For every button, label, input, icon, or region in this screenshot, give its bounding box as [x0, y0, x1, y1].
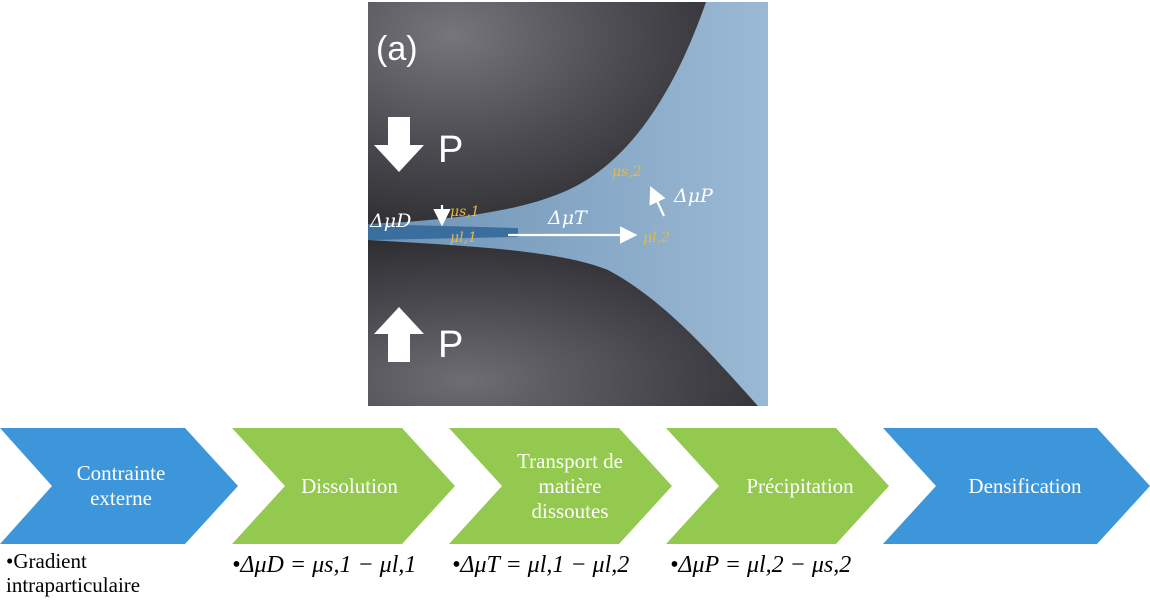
- lower-grain: [368, 240, 758, 406]
- mu-s1: μs,1: [450, 204, 480, 220]
- sintering-schematic: (a) P P ΔμD μs,1 μl,1 ΔμT μl,2 ΔμP μs,2: [368, 2, 768, 406]
- chevron-densification: [883, 428, 1150, 544]
- bullet-delta-mu-p: •ΔμP = μl,2 − μs,2: [670, 552, 852, 578]
- liquid-film: [368, 224, 518, 240]
- bullet-delta-mu-t: •ΔμT = μl,1 − μl,2: [452, 552, 630, 578]
- step-label-precipitation: Précipitation: [746, 473, 854, 498]
- pressure-label-bottom: P: [438, 324, 463, 366]
- panel-label: (a): [376, 30, 418, 68]
- chevron-contrainte: [0, 428, 238, 544]
- step-label-dissolution: Dissolution: [301, 473, 398, 498]
- pressure-label-top: P: [438, 129, 463, 171]
- delta-mu-p: ΔμP: [673, 185, 714, 207]
- mu-l1: μl,1: [450, 230, 477, 246]
- process-flow: [0, 428, 1150, 544]
- pressure-arrow-up-icon: [374, 307, 424, 362]
- step-label-transport: Transport de matière dissoutes: [517, 448, 623, 523]
- mu-l2: μl,2: [643, 230, 670, 246]
- chevron-transport: [449, 428, 672, 544]
- bullet-gradient: •Gradient intraparticulaire: [6, 549, 141, 597]
- pressure-arrow-down-icon: [374, 117, 424, 172]
- step-label-contrainte: Contrainte externe: [76, 461, 166, 510]
- delta-mu-d: ΔμD: [369, 210, 411, 232]
- chevron-dissolution: [232, 428, 455, 544]
- upper-grain: [368, 2, 706, 224]
- delta-mu-t: ΔμT: [547, 207, 588, 229]
- step-label-densification: Densification: [968, 473, 1082, 498]
- bullet-delta-mu-d: •ΔμD = μs,1 − μl,1: [232, 552, 417, 578]
- mu-s2: μs,2: [612, 164, 642, 180]
- chevron-precipitation: [666, 428, 889, 544]
- delta-mu-p-arrow-icon: [649, 186, 666, 217]
